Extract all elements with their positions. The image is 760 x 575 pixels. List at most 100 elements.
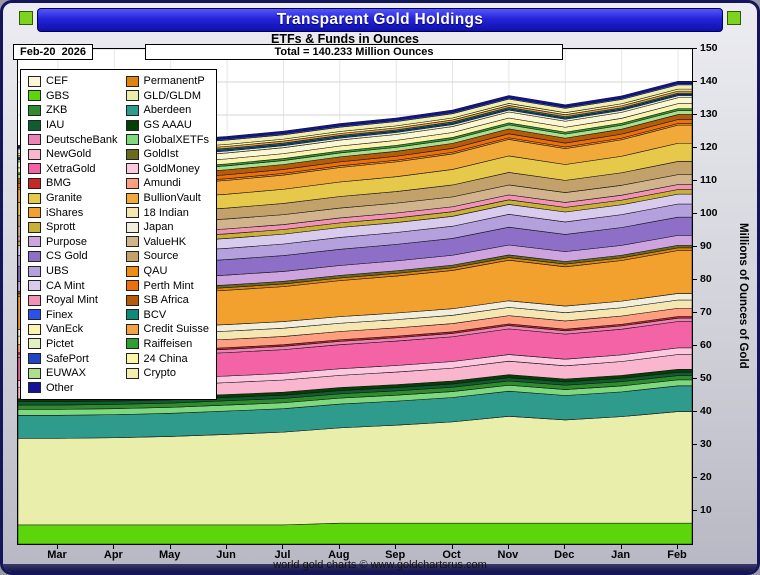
legend-swatch — [28, 353, 41, 365]
corner-decoration-left — [19, 11, 33, 25]
x-tick-label: Dec — [554, 549, 575, 561]
legend-item: Finex — [28, 308, 118, 323]
legend-item: Sprott — [28, 220, 118, 235]
legend-label: Royal Mint — [46, 294, 98, 307]
total-label: Total = 140.233 Million Ounces — [145, 44, 563, 60]
legend-label: Finex — [46, 308, 73, 321]
legend-item: Granite — [28, 191, 118, 206]
y-tick-label: 120 — [700, 141, 718, 153]
legend-swatch — [125, 280, 139, 292]
legend-swatch — [125, 207, 139, 219]
legend-item: SB Africa — [125, 293, 209, 308]
legend-label: CEF — [46, 75, 68, 88]
legend-item: CEF — [28, 74, 118, 89]
legend-label: IAU — [46, 119, 65, 132]
legend-swatch — [125, 177, 139, 189]
legend-label: ZKB — [46, 104, 68, 117]
legend-label: Japan — [143, 221, 174, 234]
y-tick-mark — [693, 80, 697, 82]
legend-item: GS AAAU — [125, 118, 209, 133]
legend-label: GoldMoney — [143, 162, 200, 175]
page-title: Transparent Gold Holdings — [276, 11, 484, 28]
legend-swatch — [28, 119, 41, 131]
y-tick-mark — [693, 443, 697, 445]
legend-swatch — [125, 323, 139, 335]
x-tick-mark — [226, 545, 228, 549]
legend-swatch — [28, 265, 41, 277]
legend-column-2: PermanentP GLD/GLDM Aberdeen GS AAAU GlobalX… — [125, 74, 209, 395]
legend-swatch — [28, 309, 41, 321]
legend-swatch — [28, 192, 41, 204]
corner-decoration-right — [727, 11, 741, 25]
legend-label: Credit Suisse — [143, 323, 209, 336]
chart-subtitle: ETFs & Funds in Ounces — [271, 32, 419, 46]
x-tick-label: Aug — [328, 549, 350, 561]
legend-item: GLD/GLDM — [125, 89, 209, 104]
legend-swatch — [28, 236, 41, 248]
y-axis-title: Millions of Ounces of Gold — [737, 222, 749, 369]
x-tick-label: Mar — [47, 549, 67, 561]
legend-label: VanEck — [46, 323, 84, 336]
legend-item: NewGold — [28, 147, 118, 162]
y-tick-label: 20 — [700, 471, 712, 483]
y-tick-label: 40 — [700, 405, 712, 417]
legend-label: Pictet — [46, 337, 74, 350]
date-label: Feb-20 2026 — [13, 44, 94, 60]
title-bar: Transparent Gold Holdings — [37, 8, 723, 32]
legend-label: Perth Mint — [143, 279, 194, 292]
x-tick-mark — [507, 545, 509, 549]
legend-label: DeutscheBank — [46, 133, 118, 146]
footer-credit: world gold charts © www.goldchartsrus.co… — [273, 559, 487, 571]
legend-swatch — [28, 90, 41, 102]
x-tick-label: Oct — [442, 549, 461, 561]
x-tick-mark — [451, 545, 453, 549]
legend-swatch — [28, 323, 41, 335]
legend-swatch — [125, 221, 139, 233]
area-series-gbs — [18, 522, 692, 544]
legend-item: CS Gold — [28, 249, 118, 264]
legend-label: QAU — [143, 265, 168, 278]
y-tick-mark — [693, 410, 697, 412]
legend-item: IAU — [28, 118, 118, 133]
legend-item: Credit Suisse — [125, 322, 209, 337]
legend-item: Japan — [125, 220, 209, 235]
legend-item: UBS — [28, 264, 118, 279]
legend-swatch — [125, 265, 139, 277]
legend-label: BCV — [143, 308, 167, 321]
legend-label: UBS — [46, 265, 69, 278]
legend-item: Source — [125, 249, 209, 264]
y-tick-label: 110 — [700, 174, 717, 186]
legend-swatch — [28, 250, 41, 262]
x-tick-mark — [564, 545, 566, 549]
legend-item: Amundi — [125, 176, 209, 191]
legend-item: SafePort — [28, 351, 118, 366]
y-tick-mark — [693, 311, 697, 313]
x-tick-label: Apr — [103, 549, 123, 561]
legend-label: GoldIst — [143, 148, 179, 161]
x-tick-mark — [113, 545, 115, 549]
legend-item: PermanentP — [125, 74, 209, 89]
legend-label: EUWAX — [46, 367, 86, 380]
y-tick-label: 100 — [700, 207, 718, 219]
legend-swatch — [125, 353, 139, 365]
legend-label: GLD/GLDM — [143, 89, 202, 102]
legend-item: GBS — [28, 89, 118, 104]
legend-swatch — [125, 367, 139, 379]
y-tick-label: 150 — [700, 42, 718, 54]
legend-item: GoldIst — [125, 147, 209, 162]
x-tick-mark — [395, 545, 397, 549]
legend: CEF GBS ZKB IAU DeutscheBank NewGold XetraGold… — [20, 69, 217, 401]
legend-swatch — [125, 104, 139, 116]
legend-swatch — [125, 148, 139, 160]
legend-label: Aberdeen — [143, 104, 192, 117]
y-tick-label: 130 — [700, 108, 718, 120]
legend-swatch — [28, 338, 41, 350]
x-tick-label: Jul — [274, 549, 291, 561]
legend-item: 18 Indian — [125, 205, 209, 220]
legend-item: Crypto — [125, 366, 209, 381]
legend-label: BMG — [46, 177, 72, 190]
y-tick-label: 80 — [700, 273, 712, 285]
legend-label: NewGold — [46, 148, 92, 161]
y-tick-label: 30 — [700, 438, 712, 450]
